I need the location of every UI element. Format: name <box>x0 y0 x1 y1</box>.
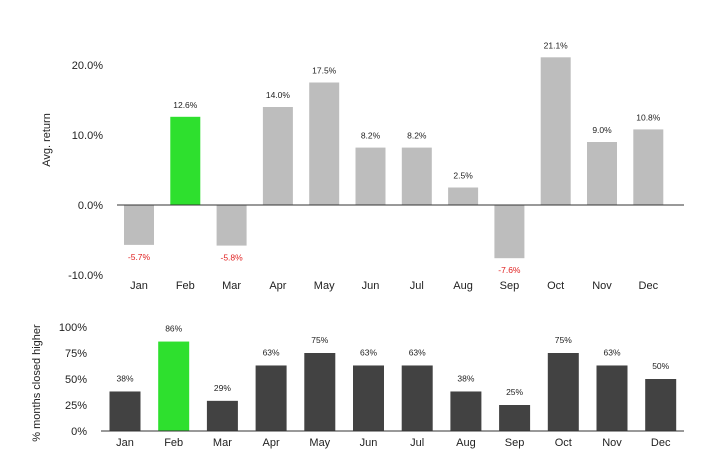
bottom-bar-sep <box>499 405 531 431</box>
bottom-bar-mar <box>206 400 238 431</box>
bottom-x-tick-label: Mar <box>213 437 232 449</box>
cropped-title-fragment: ~~~~ <box>62 0 83 4</box>
bottom-x-tick-label: Oct <box>555 437 572 449</box>
avg-return-chart: Avg. return 20.0% 10.0% 0.0% -10.0% -5.7% 12… <box>41 40 684 292</box>
bottom-x-tick-label: Jun <box>360 437 378 449</box>
top-x-tick-label: Sep <box>500 280 520 292</box>
months-closed-higher-chart: % months closed higher 100% 75% 50% 25% 0% 3… <box>31 322 684 449</box>
top-bar-dec <box>633 129 664 205</box>
top-x-tick-label: Jan <box>130 280 148 292</box>
top-y-ticks: 20.0% 10.0% 0.0% -10.0% <box>68 60 103 282</box>
bottom-data-label: 38% <box>457 373 474 383</box>
bottom-bar-may <box>304 353 336 431</box>
bottom-y-axis-title: % months closed higher <box>31 324 43 442</box>
bottom-data-label: 63% <box>409 347 426 357</box>
top-y-tick-label: 10.0% <box>72 130 103 142</box>
bottom-y-tick-label: 50% <box>65 374 87 386</box>
top-data-label: 8.2% <box>407 131 427 141</box>
top-data-label: 2.5% <box>453 171 473 181</box>
top-x-tick-label: Feb <box>176 280 195 292</box>
top-bar-oct <box>540 57 571 205</box>
top-data-label: 12.6% <box>173 100 198 110</box>
bottom-data-label: 29% <box>214 383 231 393</box>
bottom-bar-feb <box>158 341 190 431</box>
top-bar-feb <box>170 116 201 205</box>
bottom-x-tick-label: Dec <box>651 437 671 449</box>
bottom-data-label: 63% <box>360 347 377 357</box>
bottom-data-label: 38% <box>116 373 133 383</box>
bottom-data-label: 50% <box>652 361 669 371</box>
bottom-data-label: 63% <box>603 347 620 357</box>
top-bar-jan <box>124 205 154 245</box>
bottom-y-tick-label: 100% <box>59 322 87 334</box>
bottom-bar-jul <box>401 365 433 431</box>
top-data-label: 10.8% <box>636 112 661 122</box>
bottom-x-tick-label: Nov <box>602 437 622 449</box>
top-bar-aug <box>448 187 479 205</box>
top-data-labels: -5.7% 12.6% -5.8% 14.0% 17.5% 8.2% 8.2% 2.5% -7.… <box>128 40 661 275</box>
bottom-y-tick-label: 75% <box>65 348 87 360</box>
top-x-tick-label: Aug <box>453 280 473 292</box>
top-data-label: 14.0% <box>266 90 291 100</box>
bottom-bars <box>109 341 677 431</box>
top-data-label: -5.8% <box>220 253 243 263</box>
top-bar-sep <box>494 205 525 259</box>
bottom-data-label: 75% <box>311 335 328 345</box>
top-x-tick-label: May <box>314 280 335 292</box>
bottom-x-tick-label: Aug <box>456 437 476 449</box>
top-bar-mar <box>216 205 247 246</box>
bottom-y-ticks: 100% 75% 50% 25% 0% <box>59 322 87 438</box>
top-y-axis-title: Avg. return <box>41 113 53 167</box>
top-x-tick-label: Apr <box>269 280 286 292</box>
bottom-data-labels: 38% 86% 29% 63% 75% 63% 63% 38% 25% 75% 63% 50% <box>116 324 669 397</box>
top-bar-apr <box>262 107 293 205</box>
bottom-bar-jan <box>109 391 141 431</box>
bottom-bar-nov <box>596 365 628 431</box>
bottom-data-label: 86% <box>165 324 182 334</box>
top-x-ticks: Jan Feb Mar Apr May Jun Jul Aug Sep Oct Nov Dec <box>130 280 658 292</box>
top-y-tick-label: 20.0% <box>72 60 103 72</box>
bottom-x-tick-label: Jan <box>116 437 134 449</box>
top-bar-nov <box>587 142 617 205</box>
bottom-data-label: 63% <box>263 347 280 357</box>
bottom-data-label: 25% <box>506 387 523 397</box>
top-data-label: 8.2% <box>361 131 381 141</box>
top-x-tick-label: Dec <box>639 280 659 292</box>
top-bar-jun <box>355 147 386 205</box>
top-x-tick-label: Mar <box>222 280 241 292</box>
bottom-x-tick-label: Apr <box>263 437 280 449</box>
bottom-bar-apr <box>255 365 287 431</box>
bottom-x-tick-label: May <box>309 437 330 449</box>
top-data-label: 21.1% <box>544 40 569 50</box>
top-y-tick-label: -10.0% <box>68 270 103 282</box>
bottom-x-tick-label: Feb <box>164 437 183 449</box>
bottom-x-ticks: Jan Feb Mar Apr May Jun Jul Aug Sep Oct Nov Dec <box>116 437 671 449</box>
bottom-y-tick-label: 25% <box>65 400 87 412</box>
top-x-tick-label: Jul <box>410 280 424 292</box>
top-x-tick-label: Jun <box>362 280 380 292</box>
top-bar-jul <box>401 147 432 205</box>
top-data-label: 9.0% <box>592 125 612 135</box>
bottom-bar-jun <box>353 365 384 431</box>
bottom-bar-aug <box>450 391 482 431</box>
top-x-tick-label: Nov <box>592 280 612 292</box>
bottom-bar-oct <box>547 353 579 431</box>
top-bars <box>124 57 664 259</box>
top-x-tick-label: Oct <box>547 280 564 292</box>
top-bar-may <box>309 82 340 205</box>
top-data-label: -5.7% <box>128 252 151 262</box>
bottom-x-tick-label: Jul <box>410 437 424 449</box>
bottom-y-tick-label: 0% <box>71 426 87 438</box>
top-y-tick-label: 0.0% <box>78 200 103 212</box>
top-data-label: -7.6% <box>498 265 521 275</box>
bottom-data-label: 75% <box>555 335 572 345</box>
bottom-bar-dec <box>645 379 677 431</box>
bottom-x-tick-label: Sep <box>505 437 525 449</box>
top-data-label: 17.5% <box>312 66 337 76</box>
